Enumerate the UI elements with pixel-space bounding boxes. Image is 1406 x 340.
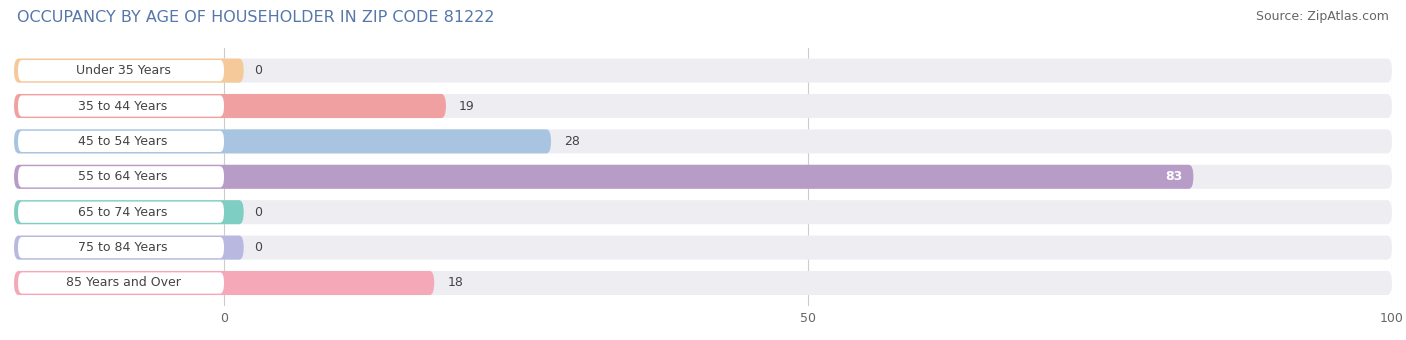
FancyBboxPatch shape: [18, 237, 224, 258]
FancyBboxPatch shape: [14, 58, 1392, 83]
Text: 35 to 44 Years: 35 to 44 Years: [79, 100, 167, 113]
FancyBboxPatch shape: [18, 96, 224, 117]
Text: 19: 19: [458, 100, 475, 113]
Text: 83: 83: [1166, 170, 1182, 183]
Text: 75 to 84 Years: 75 to 84 Years: [79, 241, 167, 254]
FancyBboxPatch shape: [18, 166, 224, 187]
Text: 18: 18: [447, 276, 463, 289]
FancyBboxPatch shape: [18, 60, 224, 81]
FancyBboxPatch shape: [14, 165, 1392, 189]
FancyBboxPatch shape: [18, 202, 224, 223]
Text: 28: 28: [564, 135, 581, 148]
FancyBboxPatch shape: [14, 58, 243, 83]
FancyBboxPatch shape: [14, 200, 1392, 224]
Text: 55 to 64 Years: 55 to 64 Years: [79, 170, 167, 183]
FancyBboxPatch shape: [14, 129, 551, 153]
FancyBboxPatch shape: [14, 236, 1392, 260]
Text: Source: ZipAtlas.com: Source: ZipAtlas.com: [1256, 10, 1389, 23]
Text: 0: 0: [254, 206, 262, 219]
Text: 85 Years and Over: 85 Years and Over: [66, 276, 180, 289]
FancyBboxPatch shape: [14, 94, 1392, 118]
FancyBboxPatch shape: [14, 94, 446, 118]
Text: 45 to 54 Years: 45 to 54 Years: [79, 135, 167, 148]
FancyBboxPatch shape: [18, 131, 224, 152]
Text: 65 to 74 Years: 65 to 74 Years: [79, 206, 167, 219]
FancyBboxPatch shape: [18, 272, 224, 294]
FancyBboxPatch shape: [14, 200, 243, 224]
FancyBboxPatch shape: [14, 129, 1392, 153]
Text: OCCUPANCY BY AGE OF HOUSEHOLDER IN ZIP CODE 81222: OCCUPANCY BY AGE OF HOUSEHOLDER IN ZIP C…: [17, 10, 495, 25]
FancyBboxPatch shape: [14, 236, 243, 260]
FancyBboxPatch shape: [14, 271, 434, 295]
FancyBboxPatch shape: [14, 165, 1194, 189]
Text: Under 35 Years: Under 35 Years: [76, 64, 170, 77]
FancyBboxPatch shape: [14, 271, 1392, 295]
Text: 0: 0: [254, 241, 262, 254]
Text: 0: 0: [254, 64, 262, 77]
